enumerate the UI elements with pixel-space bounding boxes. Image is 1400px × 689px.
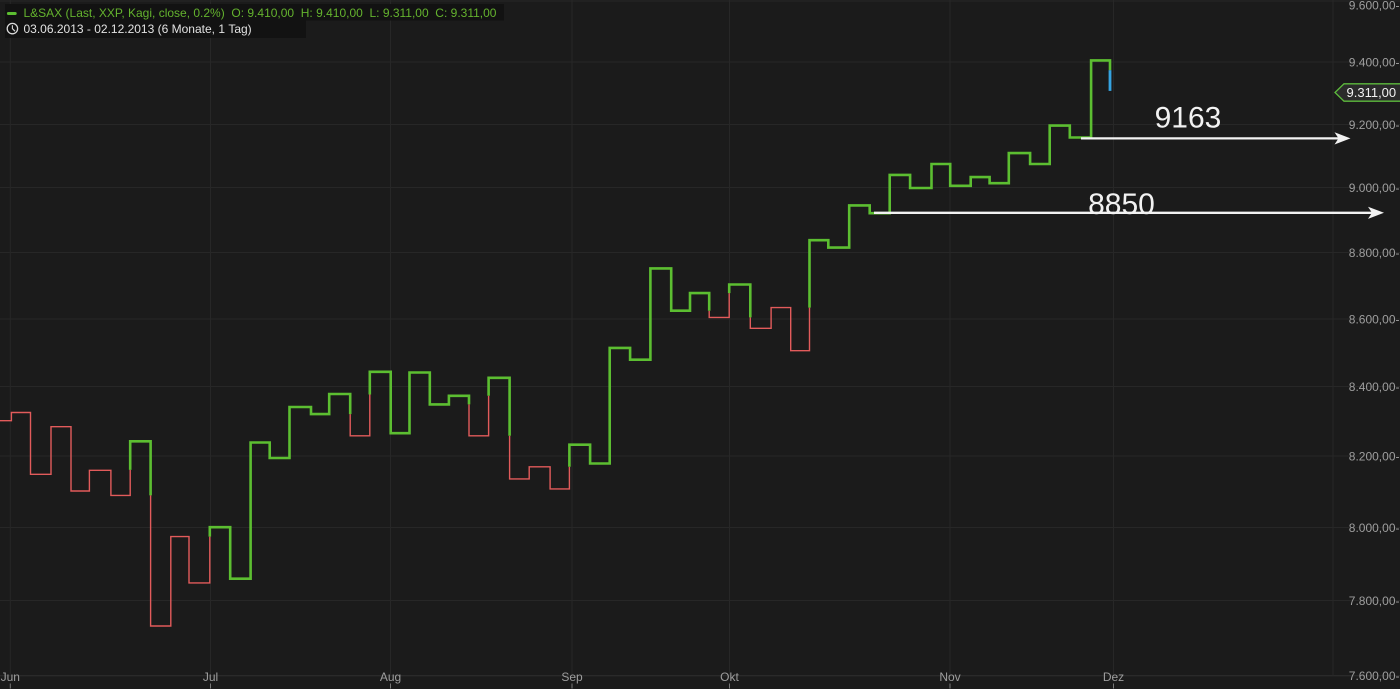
- svg-text:L&SAX (Last, XXP, Kagi, close,: L&SAX (Last, XXP, Kagi, close, 0.2%) O: …: [24, 6, 497, 20]
- svg-text:Nov: Nov: [939, 670, 960, 684]
- svg-text:9.600,00-: 9.600,00-: [1349, 0, 1400, 12]
- svg-text:9.200,00-: 9.200,00-: [1349, 118, 1400, 132]
- svg-text:Dez: Dez: [1103, 670, 1124, 684]
- svg-text:8.800,00-: 8.800,00-: [1349, 246, 1400, 260]
- svg-text:03.06.2013 - 02.12.2013 (6 Mon: 03.06.2013 - 02.12.2013 (6 Monate, 1 Tag…: [24, 22, 252, 36]
- svg-text:Jul: Jul: [203, 670, 218, 684]
- svg-text:Sep: Sep: [561, 670, 583, 684]
- svg-text:9.400,00-: 9.400,00-: [1349, 55, 1400, 69]
- svg-text:7.800,00-: 7.800,00-: [1349, 594, 1400, 608]
- svg-text:9.000,00-: 9.000,00-: [1349, 181, 1400, 195]
- svg-text:9163: 9163: [1155, 102, 1222, 135]
- svg-text:7.600,00-: 7.600,00-: [1349, 669, 1400, 683]
- svg-text:8.600,00-: 8.600,00-: [1349, 312, 1400, 326]
- svg-text:9.311,00: 9.311,00: [1347, 85, 1397, 100]
- svg-text:Aug: Aug: [380, 670, 401, 684]
- svg-text:Jun: Jun: [1, 670, 20, 684]
- svg-text:8.200,00-: 8.200,00-: [1349, 449, 1400, 463]
- svg-text:8850: 8850: [1088, 188, 1155, 221]
- svg-text:8.400,00-: 8.400,00-: [1349, 380, 1400, 394]
- svg-text:8.000,00-: 8.000,00-: [1349, 521, 1400, 535]
- svg-text:Okt: Okt: [720, 670, 739, 684]
